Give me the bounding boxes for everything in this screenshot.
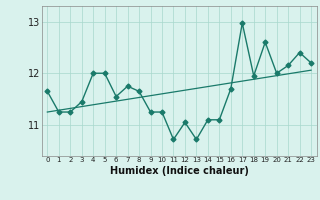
X-axis label: Humidex (Indice chaleur): Humidex (Indice chaleur) (110, 166, 249, 176)
